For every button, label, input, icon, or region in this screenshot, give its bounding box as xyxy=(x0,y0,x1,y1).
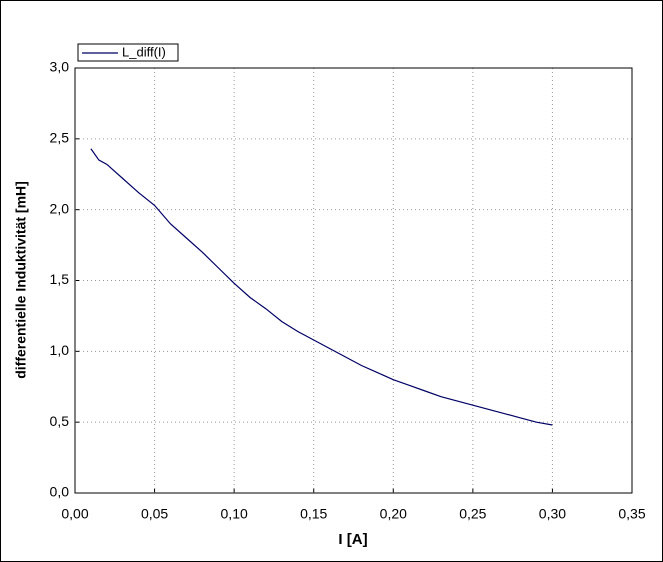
x-tick-label: 0,00 xyxy=(61,506,88,522)
plot-area xyxy=(74,67,633,494)
x-tick-label: 0,25 xyxy=(459,506,486,522)
y-tick-label: 1,0 xyxy=(50,342,70,358)
x-tick-label: 0,10 xyxy=(221,506,248,522)
legend-box xyxy=(77,43,179,62)
x-tick-label: 0,35 xyxy=(618,506,645,522)
x-tick-label: 0,15 xyxy=(300,506,327,522)
x-tick-label: 0,20 xyxy=(380,506,407,522)
y-axis-label: differentielle Induktivität [mH] xyxy=(13,181,29,379)
y-tick-label: 3,0 xyxy=(50,59,70,75)
y-tick-label: 1,5 xyxy=(50,271,70,287)
y-tick-label: 0,0 xyxy=(50,484,70,500)
legend-label: L_diff(I) xyxy=(122,44,166,59)
y-tick-label: 2,0 xyxy=(50,200,70,216)
x-axis-label: I [A] xyxy=(338,531,367,548)
y-tick-label: 2,5 xyxy=(50,130,70,146)
y-tick-label: 0,5 xyxy=(50,413,70,429)
x-tick-label: 0,05 xyxy=(141,506,168,522)
data-line xyxy=(90,148,553,426)
x-tick-label: 0,30 xyxy=(539,506,566,522)
